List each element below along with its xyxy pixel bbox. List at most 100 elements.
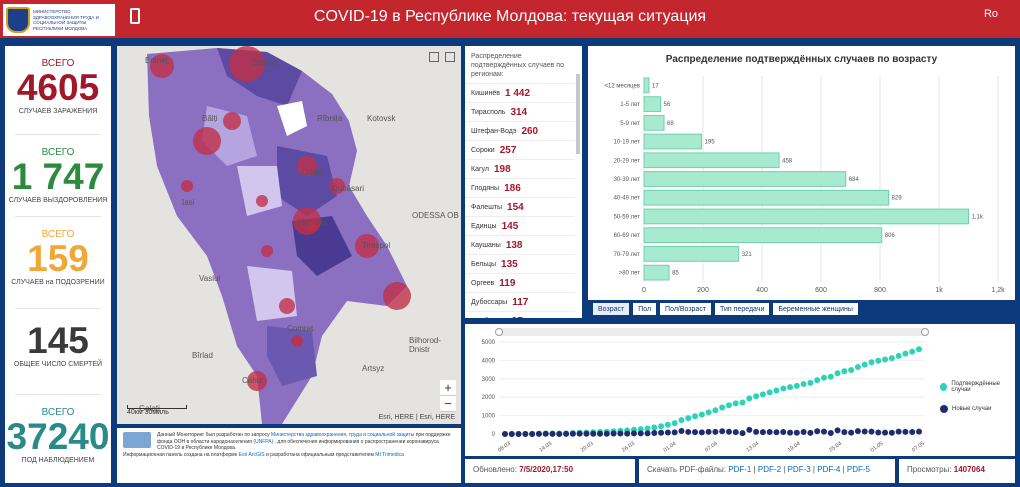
new-cases-point[interactable] <box>868 428 875 435</box>
new-cases-point[interactable] <box>590 430 597 437</box>
new-cases-point[interactable] <box>902 428 909 435</box>
new-cases-point[interactable] <box>692 429 699 436</box>
confirmed-point[interactable] <box>787 384 794 391</box>
region-row[interactable]: Дубоссары 117 <box>465 292 575 311</box>
age-bar[interactable] <box>643 189 890 206</box>
new-cases-point[interactable] <box>583 430 590 437</box>
pdf-link-4[interactable]: PDF-4 <box>817 465 841 474</box>
confirmed-point[interactable] <box>671 420 678 427</box>
confirmed-point[interactable] <box>739 399 746 406</box>
confirmed-point[interactable] <box>753 393 760 400</box>
region-row[interactable]: Слободзея 97 <box>465 311 575 318</box>
new-cases-point[interactable] <box>630 430 637 437</box>
new-cases-point[interactable] <box>664 429 671 436</box>
new-cases-point[interactable] <box>807 429 814 436</box>
confirmed-point[interactable] <box>841 368 848 375</box>
unfpa-link[interactable]: (UNFPA) <box>253 438 274 445</box>
confirmed-point[interactable] <box>861 361 868 368</box>
zoom-out-button[interactable]: − <box>440 396 456 412</box>
new-cases-point[interactable] <box>854 428 861 435</box>
new-cases-point[interactable] <box>712 428 719 435</box>
legend-list-icon[interactable] <box>445 52 455 62</box>
confirmed-point[interactable] <box>848 366 855 373</box>
new-cases-point[interactable] <box>780 428 787 435</box>
cases-map[interactable]: Edineț Soroca Bălți Rîbnița Kotovsk Orhe… <box>117 46 461 424</box>
new-cases-point[interactable] <box>549 430 556 437</box>
confirmed-point[interactable] <box>664 421 671 428</box>
confirmed-point[interactable] <box>909 348 916 355</box>
age-bar[interactable] <box>643 77 650 94</box>
slider-handle[interactable] <box>921 328 929 336</box>
new-cases-point[interactable] <box>508 430 515 437</box>
region-row[interactable]: Кишинёв 1 442 <box>465 83 575 102</box>
new-cases-point[interactable] <box>610 430 617 437</box>
confirmed-point[interactable] <box>732 400 739 407</box>
esri-link[interactable]: Esri ArcGIS <box>238 451 265 458</box>
developer-link[interactable]: Mt Trimedica <box>375 451 404 458</box>
new-cases-point[interactable] <box>739 430 746 437</box>
age-bar[interactable] <box>643 96 662 112</box>
region-row[interactable]: Глодяны 186 <box>465 178 575 197</box>
confirmed-point[interactable] <box>902 350 909 357</box>
slider-handle[interactable] <box>495 328 503 336</box>
confirmed-point[interactable] <box>868 359 875 366</box>
confirmed-point[interactable] <box>800 380 807 387</box>
new-cases-point[interactable] <box>793 429 800 436</box>
zoom-in-button[interactable]: + <box>440 380 456 396</box>
case-bubble[interactable] <box>291 335 303 347</box>
age-bar[interactable] <box>643 246 740 262</box>
new-cases-point[interactable] <box>705 428 712 435</box>
tab-sex-age[interactable]: Пол/Возраст <box>659 302 713 316</box>
case-bubble[interactable] <box>193 127 221 155</box>
confirmed-point[interactable] <box>827 373 834 380</box>
confirmed-point[interactable] <box>854 364 861 371</box>
case-bubble[interactable] <box>229 46 265 82</box>
confirmed-point[interactable] <box>807 379 814 386</box>
new-cases-point[interactable] <box>624 430 631 437</box>
new-cases-point[interactable] <box>895 428 902 435</box>
new-cases-point[interactable] <box>529 431 536 437</box>
confirmed-point[interactable] <box>692 413 699 420</box>
confirmed-point[interactable] <box>746 395 753 402</box>
new-cases-point[interactable] <box>848 429 855 436</box>
new-cases-point[interactable] <box>827 430 834 437</box>
language-switch[interactable]: Ro <box>983 8 998 20</box>
new-cases-point[interactable] <box>576 430 583 437</box>
confirmed-point[interactable] <box>678 417 685 424</box>
case-bubble[interactable] <box>383 282 411 310</box>
case-bubble[interactable] <box>256 195 268 207</box>
confirmed-point[interactable] <box>637 426 644 433</box>
ministry-link[interactable]: Министерства здравоохранения, труда и со… <box>271 432 415 438</box>
new-cases-point[interactable] <box>861 428 868 435</box>
case-bubble[interactable] <box>247 371 267 391</box>
case-bubble[interactable] <box>279 298 295 314</box>
range-slider[interactable] <box>499 328 925 336</box>
new-cases-point[interactable] <box>888 429 895 436</box>
pdf-link-1[interactable]: PDF-1 <box>728 465 752 474</box>
new-cases-point[interactable] <box>787 429 794 436</box>
new-cases-point[interactable] <box>800 429 807 436</box>
confirmed-point[interactable] <box>814 377 821 384</box>
new-cases-point[interactable] <box>759 429 766 436</box>
legend-item-confirmed[interactable]: Подтверждённые случаи <box>940 381 1015 393</box>
new-cases-point[interactable] <box>725 428 732 435</box>
new-cases-point[interactable] <box>515 431 522 437</box>
age-bar[interactable] <box>643 227 883 244</box>
tab-sex[interactable]: Пол <box>632 302 658 316</box>
confirmed-point[interactable] <box>916 346 922 353</box>
tab-pregnant[interactable]: Беременные женщины <box>772 302 859 316</box>
new-cases-point[interactable] <box>502 430 508 437</box>
new-cases-point[interactable] <box>814 428 821 435</box>
region-row[interactable]: Сороки 257 <box>465 140 575 159</box>
new-cases-point[interactable] <box>820 428 827 435</box>
pdf-link-5[interactable]: PDF-5 <box>846 465 871 474</box>
confirmed-point[interactable] <box>658 423 665 430</box>
confirmed-point[interactable] <box>793 382 800 389</box>
regions-list[interactable]: Кишинёв 1 442 Тирасполь 314 Штефан-Водэ 260 Со… <box>465 83 582 318</box>
region-row[interactable]: Бельцы 135 <box>465 254 575 273</box>
region-row[interactable]: Каушаны 138 <box>465 235 575 254</box>
new-cases-point[interactable] <box>698 429 705 436</box>
age-bar[interactable] <box>643 152 780 169</box>
scrollbar[interactable] <box>576 74 580 154</box>
new-cases-point[interactable] <box>637 430 644 437</box>
